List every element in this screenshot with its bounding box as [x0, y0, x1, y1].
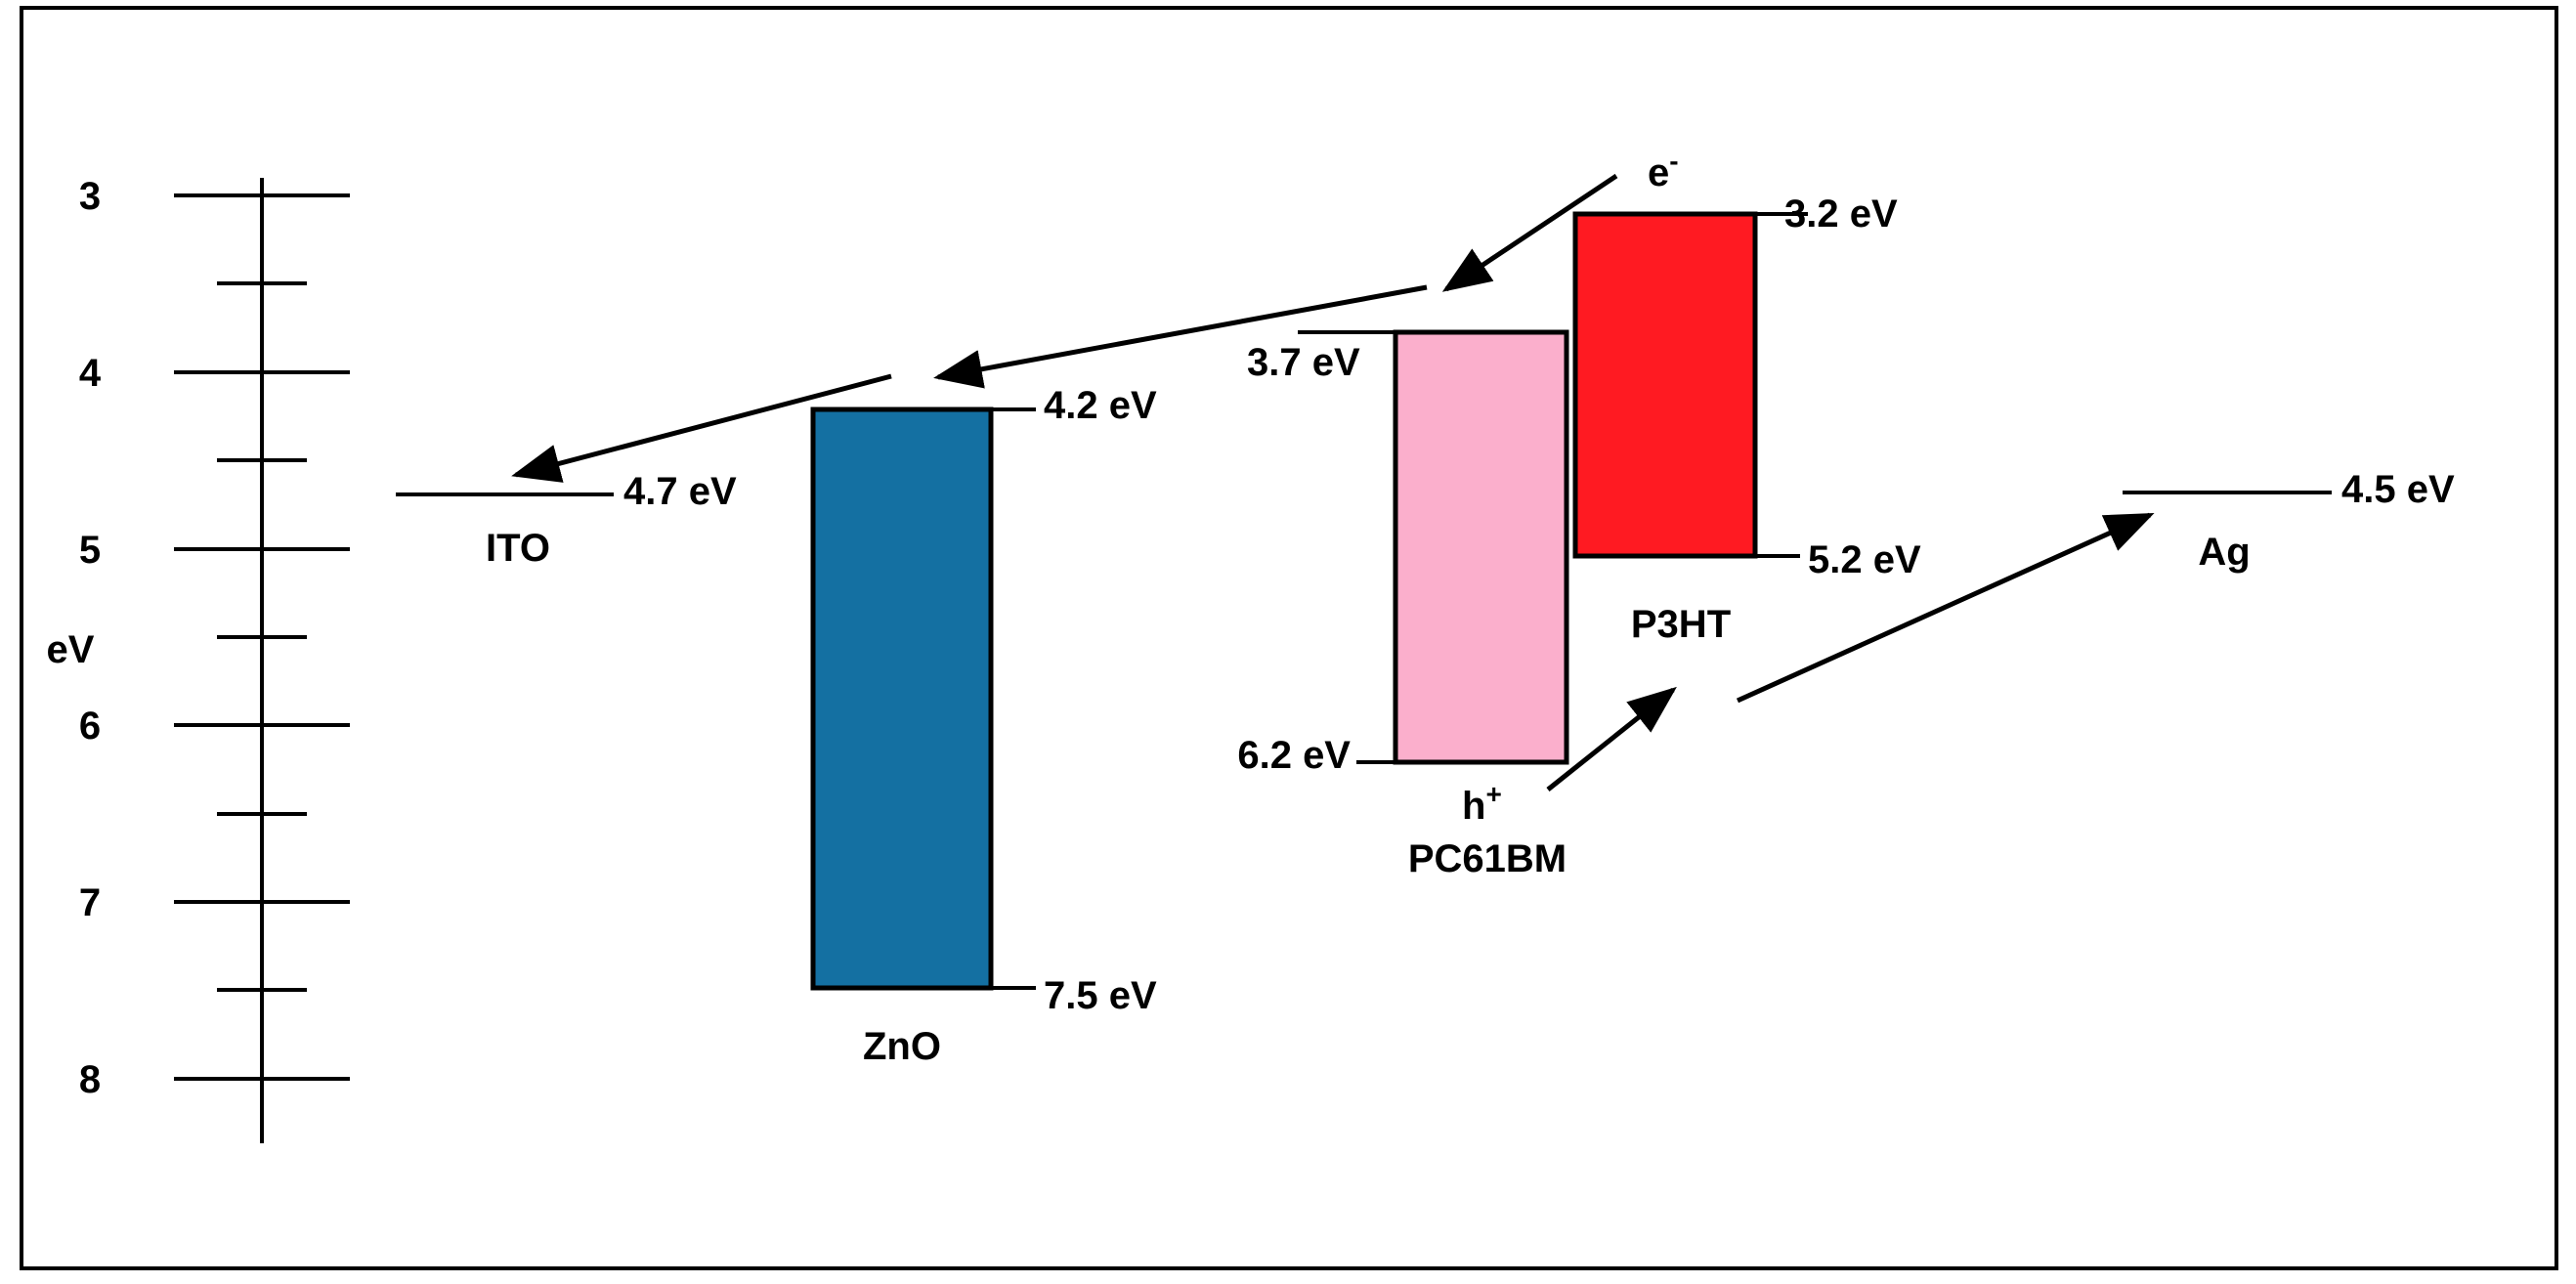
axis-tick-label: 3: [79, 175, 101, 218]
axis-tick-label: 7: [79, 881, 101, 924]
energy-axis: 3 4 5 6 7 8 eV: [47, 175, 350, 1143]
p3ht-band: 3.2 eV 5.2 eV P3HT: [1572, 193, 1921, 646]
axis-tick-label: 8: [79, 1058, 101, 1101]
zno-band: 4.2 eV 7.5 eV ZnO: [810, 384, 1157, 1068]
p3ht-name-label: P3HT: [1631, 603, 1731, 646]
axis-unit-label: eV: [47, 628, 95, 671]
axis-tick-label: 4: [79, 352, 102, 395]
electron-arrow: [511, 373, 892, 483]
pcbm-top-value: 3.7 eV: [1247, 341, 1360, 384]
figure-frame: [20, 6, 2558, 1270]
p3ht-band-box: [1572, 211, 1758, 559]
zno-name-label: ZnO: [863, 1025, 941, 1068]
p3ht-bottom-value: 5.2 eV: [1808, 538, 1921, 581]
electron-label: e-: [1648, 146, 1679, 194]
electron-arrow: [933, 284, 1428, 389]
axis-tick-label: 6: [79, 705, 101, 748]
zno-band-box: [810, 407, 994, 991]
ag-level: 4.5 eV Ag: [2123, 468, 2455, 574]
pcbm-band-box: [1393, 329, 1569, 765]
zno-bottom-value: 7.5 eV: [1044, 974, 1157, 1017]
electron-label-base: e: [1648, 151, 1669, 194]
pcbm-name-label: PC61BM: [1408, 837, 1567, 880]
hole-label: h+: [1462, 779, 1502, 828]
zno-top-value: 4.2 eV: [1044, 384, 1157, 427]
ito-level: 4.7 eV ITO: [396, 470, 737, 570]
electron-arrow: [1441, 173, 1618, 292]
axis-tick-label: 5: [79, 529, 101, 572]
ag-name-label: Ag: [2198, 531, 2250, 574]
pcbm-band: 3.7 eV 6.2 eV PC61BM: [1237, 329, 1569, 880]
ag-level-value: 4.5 eV: [2341, 468, 2455, 511]
hole-label-sup: +: [1485, 779, 1501, 809]
pcbm-bottom-value: 6.2 eV: [1237, 734, 1351, 777]
p3ht-top-value: 3.2 eV: [1784, 193, 1898, 235]
electron-label-sup: -: [1669, 146, 1678, 176]
hole-arrow: [1546, 686, 1677, 792]
hole-label-base: h: [1462, 785, 1485, 828]
hole-path: h+: [1462, 512, 2155, 828]
ito-level-value: 4.7 eV: [623, 470, 737, 513]
ito-name-label: ITO: [486, 527, 550, 570]
hole-arrow: [1736, 512, 2155, 704]
electron-path: e-: [511, 146, 1679, 483]
